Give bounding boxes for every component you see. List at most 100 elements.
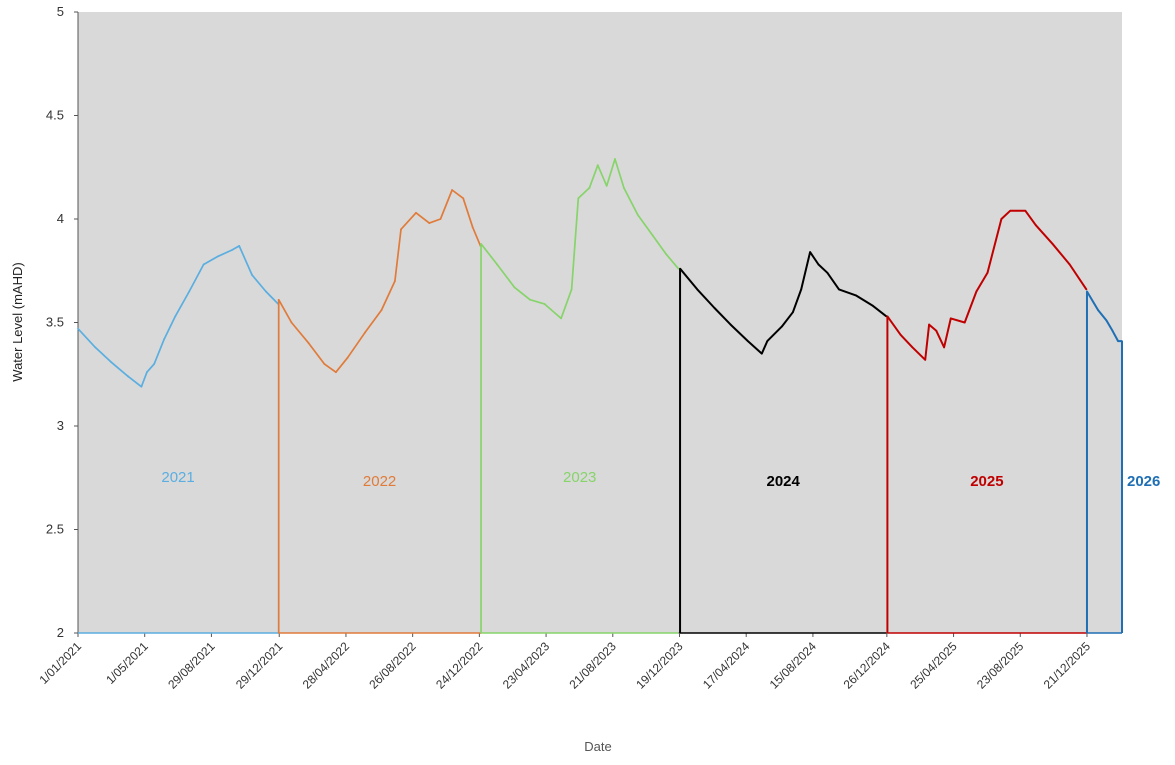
- x-tick-label: 15/08/2024: [767, 639, 820, 692]
- y-tick-label: 2: [57, 625, 64, 640]
- series-point-2024: [817, 263, 820, 266]
- series-point-2023: [614, 158, 616, 160]
- series-point-2022: [462, 197, 465, 200]
- series-point-2025: [949, 317, 952, 320]
- series-point-2023: [596, 164, 599, 167]
- series-point-2024: [800, 288, 803, 291]
- x-axis-title: Date: [584, 739, 611, 754]
- series-point-2026: [1117, 340, 1120, 343]
- series-point-2026: [1111, 329, 1114, 332]
- x-tick-label: 26/12/2024: [841, 639, 894, 692]
- series-point-2022: [471, 226, 474, 229]
- series-point-2023: [605, 184, 608, 187]
- series-point-2024: [729, 323, 732, 326]
- x-tick-label: 25/04/2025: [907, 639, 960, 692]
- y-tick-label: 2.5: [46, 522, 64, 537]
- series-point-2023: [543, 302, 546, 305]
- series-point-2026: [1105, 319, 1108, 322]
- series-point-2024: [696, 288, 699, 291]
- series-point-2025: [886, 315, 889, 318]
- y-axis-title: Water Level (mAHD): [10, 262, 25, 381]
- x-tick-label: 26/08/2022: [366, 639, 419, 692]
- series-point-2023: [480, 242, 482, 245]
- series-point-2025: [1085, 288, 1088, 291]
- x-tick-label: 21/12/2025: [1041, 639, 1094, 692]
- series-point-2023: [577, 197, 580, 200]
- series-point-2022: [400, 228, 402, 231]
- series-point-2024: [826, 271, 829, 274]
- series-point-2021: [188, 290, 191, 293]
- x-tick-label: 1/01/2021: [36, 639, 84, 687]
- series-point-2024: [809, 251, 812, 254]
- series-point-2022: [335, 371, 337, 374]
- series-point-2021: [153, 363, 156, 365]
- series-point-2022: [346, 356, 349, 359]
- series-point-2024: [760, 352, 763, 355]
- series-point-2024: [838, 288, 840, 291]
- series-point-2022: [323, 363, 326, 365]
- series-point-2022: [415, 211, 417, 214]
- series-point-2026: [1097, 309, 1099, 311]
- x-tick-label: 23/04/2023: [500, 639, 553, 692]
- series-label-2021: 2021: [161, 469, 194, 486]
- series-label-2023: 2023: [563, 469, 596, 486]
- series-point-2023: [665, 253, 668, 256]
- series-point-2022: [439, 218, 442, 220]
- series-point-2022: [451, 189, 454, 191]
- series-point-2024: [766, 340, 769, 343]
- series-point-2024: [780, 325, 783, 328]
- series-label-2025: 2025: [970, 473, 1003, 490]
- series-point-2021: [251, 273, 253, 276]
- series-point-2021: [264, 290, 267, 293]
- series-point-2024: [855, 294, 858, 297]
- series-point-2025: [1000, 218, 1003, 220]
- series-point-2025: [1024, 209, 1027, 212]
- series-point-2025: [1034, 224, 1037, 227]
- series-point-2024: [679, 267, 681, 270]
- series-point-2023: [529, 298, 531, 301]
- series-point-2023: [570, 288, 573, 291]
- series-point-2022: [393, 280, 396, 282]
- series-point-2023: [588, 187, 591, 189]
- series-label-2024: 2024: [766, 473, 800, 490]
- series-point-2021: [174, 315, 177, 318]
- series-point-2021: [109, 360, 112, 363]
- series-point-2025: [963, 321, 966, 324]
- series-point-2021: [217, 255, 219, 258]
- series-label-2026: 2026: [1127, 473, 1160, 490]
- series-point-2023: [636, 213, 639, 216]
- x-tick-label: 24/12/2022: [433, 639, 486, 692]
- series-line-2025: [886, 209, 1088, 361]
- series-point-2023: [623, 187, 625, 189]
- series-point-2024: [713, 307, 716, 309]
- series-point-2021: [231, 249, 233, 251]
- series-point-2024: [792, 311, 794, 314]
- y-tick-label: 4: [57, 211, 64, 226]
- series-point-2022: [290, 321, 293, 324]
- series-point-2021: [202, 263, 205, 266]
- series-point-2023: [513, 286, 516, 289]
- y-tick-label: 3: [57, 418, 64, 433]
- plot-area: [78, 12, 1122, 633]
- series-point-2025: [899, 334, 902, 336]
- y-tick-label: 5: [57, 4, 64, 19]
- series-point-2025: [986, 271, 989, 274]
- series-point-2021: [127, 375, 129, 378]
- series-point-2024: [872, 305, 874, 307]
- x-tick-label: 21/08/2023: [567, 639, 620, 692]
- series-point-2022: [307, 342, 310, 345]
- series-point-2026: [1086, 290, 1088, 293]
- series-point-2021: [140, 385, 143, 388]
- y-tick-label: 4.5: [46, 108, 64, 123]
- x-tick-label: 29/08/2021: [165, 639, 218, 692]
- y-tick-label: 3.5: [46, 315, 64, 330]
- x-tick-label: 28/04/2022: [300, 639, 353, 692]
- series-point-2026: [1121, 340, 1123, 343]
- series-point-2025: [1068, 263, 1071, 266]
- x-tick-label: 1/05/2021: [103, 639, 151, 687]
- x-tick-label: 23/08/2025: [974, 639, 1027, 692]
- series-point-2022: [277, 298, 280, 301]
- series-label-2022: 2022: [363, 473, 396, 490]
